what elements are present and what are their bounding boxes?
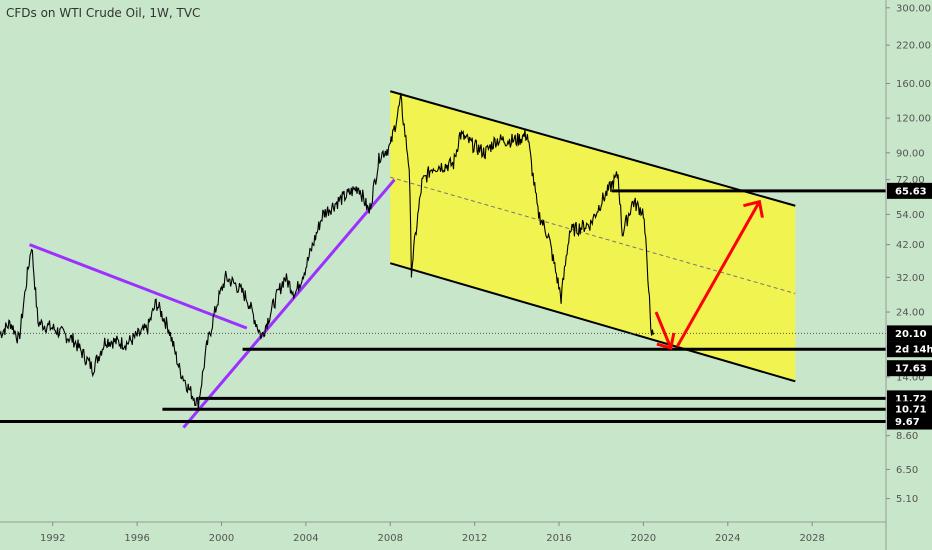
y-tick-label: 14.00 <box>896 372 925 383</box>
channel-upper-line <box>389 90 796 207</box>
x-tick-label: 2008 <box>378 533 403 544</box>
x-tick-label: 2016 <box>546 533 571 544</box>
price-tag-label: 20.10 <box>895 329 927 340</box>
price-tag-label: 65.63 <box>895 186 927 197</box>
y-tick-label: 220.00 <box>896 41 931 52</box>
y-tick-label: 90.00 <box>896 148 925 159</box>
x-tick-label: 1992 <box>40 533 65 544</box>
y-tick-label: 160.00 <box>896 79 931 90</box>
price-tag-box <box>887 413 932 430</box>
y-tick-label: 5.10 <box>896 494 918 505</box>
x-tick-label: 2004 <box>293 533 318 544</box>
chart-title: CFDs on WTI Crude Oil, 1W, TVC <box>6 6 201 20</box>
x-tick-label: 2000 <box>209 533 234 544</box>
arrow-up-head <box>743 199 764 218</box>
y-tick-label: 42.00 <box>896 240 925 251</box>
price-layer <box>0 92 655 411</box>
y-tick-label: 120.00 <box>896 114 931 125</box>
x-tick-label: 2024 <box>715 533 740 544</box>
trendline-ascending <box>182 178 396 429</box>
drawings-layer <box>0 90 886 429</box>
y-tick-label: 32.00 <box>896 273 925 284</box>
trendline-descending <box>28 243 248 330</box>
price-tag-box <box>887 182 932 199</box>
channel-fill <box>390 91 796 382</box>
price-series-line <box>0 92 655 411</box>
y-tick-label: 300.00 <box>896 3 931 14</box>
price-tag-label: 2d 14h <box>895 345 932 356</box>
y-tick-label: 8.60 <box>896 431 918 442</box>
x-tick-label: 2012 <box>462 533 487 544</box>
price-tag-box <box>887 401 932 418</box>
price-tag-box <box>887 341 932 358</box>
channel-lower-line <box>389 262 796 383</box>
price-tag-label: 11.72 <box>895 394 927 405</box>
x-tick-label: 2028 <box>799 533 824 544</box>
arrow-up-shaft <box>675 200 761 348</box>
arrow-down-head <box>656 332 676 350</box>
price-tag-label: 17.63 <box>895 364 927 375</box>
price-tag-box <box>887 360 932 377</box>
y-tick-label: 72.00 <box>896 175 925 186</box>
channel-midline <box>390 176 796 295</box>
y-tick-label: 24.00 <box>896 308 925 319</box>
x-tick-label: 1996 <box>124 533 149 544</box>
price-tag-box <box>887 325 932 342</box>
arrow-down-shaft <box>654 311 673 349</box>
x-tick-label: 2020 <box>631 533 656 544</box>
y-tick-label: 6.50 <box>896 465 918 476</box>
price-tag-label: 9.67 <box>895 417 920 428</box>
price-tag-label: 10.71 <box>895 405 927 416</box>
y-tick-label: 54.00 <box>896 210 925 221</box>
